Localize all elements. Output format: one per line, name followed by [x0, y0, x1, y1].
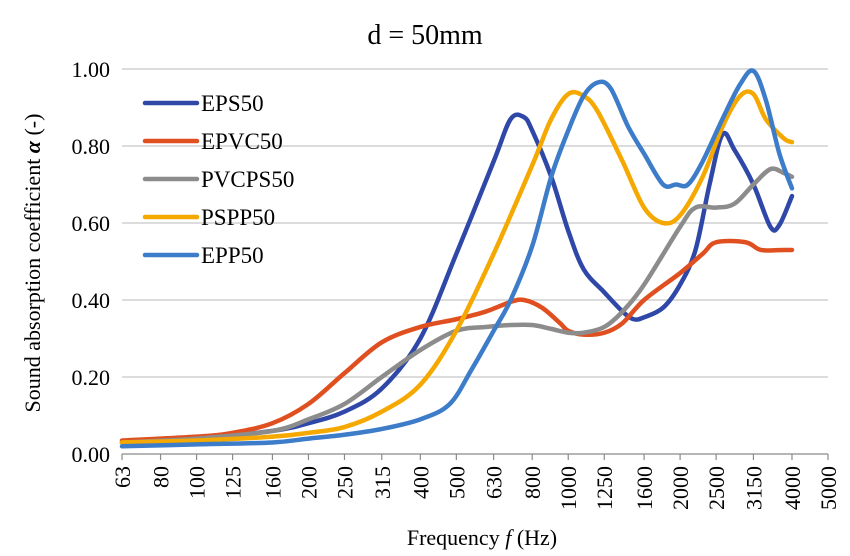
- x-tick-label: 2500: [704, 466, 729, 510]
- x-tick-label: 80: [149, 466, 174, 488]
- x-tick-label: 630: [482, 466, 507, 499]
- x-axis-label: Frequency f (Hz): [407, 525, 557, 550]
- x-tick-label: 63: [110, 466, 135, 488]
- y-tick-label: 0.80: [72, 134, 111, 159]
- x-tick-label: 2000: [668, 466, 693, 510]
- y-axis-label: Sound absorption coefficient α (-): [20, 114, 45, 413]
- y-axis-label-text: Sound absorption coefficient: [20, 153, 45, 412]
- y-axis-label-variable: α: [20, 140, 45, 153]
- tick-labels: 0.00 0.20 0.40 0.60 0.80 1.00 63 80 100 125 160 200…: [72, 57, 842, 510]
- y-axis-label-unit: (-): [20, 114, 45, 141]
- x-tick-label: 5000: [816, 466, 841, 510]
- legend-label: EPVC50: [201, 129, 283, 154]
- x-tick-label: 100: [185, 466, 210, 499]
- x-tick-label: 800: [520, 466, 545, 499]
- legend-label: PSPP50: [201, 205, 275, 230]
- y-tick-label: 0.20: [72, 365, 111, 390]
- y-tick-label: 0.00: [72, 442, 111, 467]
- x-tick-label: 1250: [592, 466, 617, 510]
- series-line-pspp50: [119, 89, 795, 445]
- x-tick-label: 250: [332, 466, 357, 499]
- x-tick-label: 315: [370, 466, 395, 499]
- series-line-epvc50: [119, 238, 795, 443]
- x-tick-label: 1000: [556, 466, 581, 510]
- legend-label: PVCPS50: [201, 167, 294, 192]
- x-tick-label: 1600: [632, 466, 657, 510]
- x-axis-label-variable: f: [505, 525, 514, 550]
- series-lines: [119, 68, 795, 449]
- gridlines: [121, 68, 829, 460]
- y-tick-label: 0.60: [72, 211, 111, 236]
- y-tick-label: 0.40: [72, 288, 111, 313]
- y-tick-label: 1.00: [72, 57, 111, 82]
- x-axis-label-unit: (Hz): [511, 525, 557, 550]
- legend-label: EPS50: [201, 91, 264, 116]
- x-tick-label: 4000: [780, 466, 805, 510]
- series-line-epp50: [119, 68, 795, 449]
- x-tick-label: 125: [221, 466, 246, 499]
- legend-label: EPP50: [201, 243, 264, 268]
- x-tick-label: 3150: [741, 466, 766, 510]
- x-tick-label: 160: [260, 466, 285, 499]
- x-tick-label: 200: [296, 466, 321, 499]
- x-axis-label-text: Frequency: [407, 525, 505, 550]
- x-tick-label: 500: [444, 466, 469, 499]
- series-line-pvcps50: [119, 166, 795, 445]
- chart-title: d = 50mm: [367, 20, 483, 51]
- legend: EPS50 EPVC50 PVCPS50 PSPP50 EPP50: [142, 91, 294, 268]
- x-tick-label: 400: [408, 466, 433, 499]
- series-line-eps50: [119, 112, 795, 445]
